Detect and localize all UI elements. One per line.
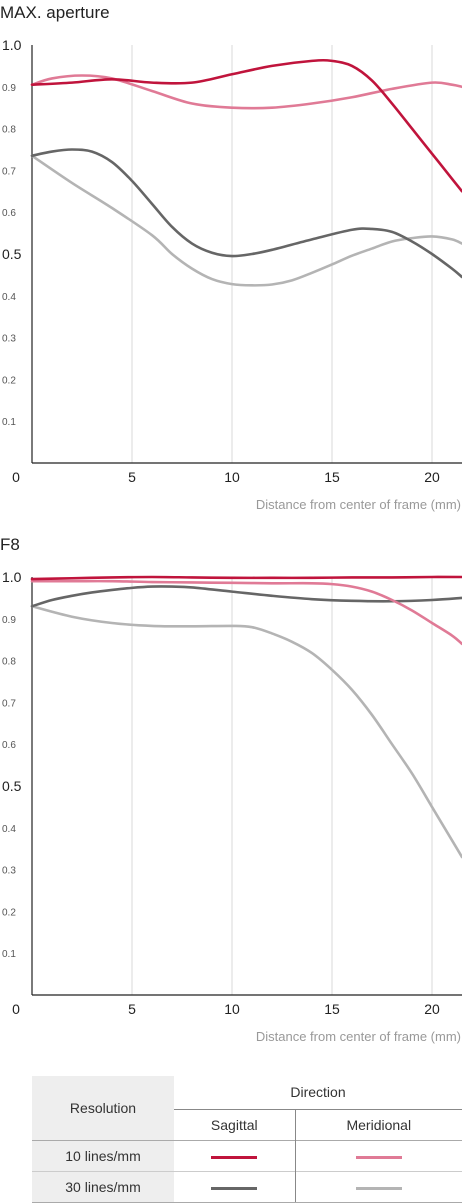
legend-swatch-cell [295,1140,462,1172]
legend-resolution-header: Resolution [32,1076,174,1141]
series-10-meridional-line [30,74,462,110]
y-tick-label: 0.6 [2,208,16,219]
legend-swatch-10-sagittal [211,1155,258,1159]
y-tick-label: 0.4 [2,824,16,835]
legend-row-label-30: 30 lines/mm [32,1171,174,1203]
legend-swatch-cell [295,1171,462,1203]
y-tick-label: 0.8 [2,657,16,668]
legend-row-label-10: 10 lines/mm [32,1140,174,1172]
y-tick-label: 0.9 [2,83,16,94]
chart-max-aperture: 1.0 0.9 0.8 0.7 0.6 0.5 0.4 0.3 0.2 0.1 0 5 10 15 20 Di… [2,37,462,512]
y-tick-label: 0.6 [2,740,16,751]
series-30-meridional-line [30,604,462,859]
x-axis-label: Distance from center of frame (mm) [256,497,461,512]
x-tick-label: 0 [12,1001,20,1017]
legend-table: Resolution Direction Sagittal Meridional… [32,1076,462,1203]
series-30-sagittal-line [30,585,462,608]
legend-direction-header: Direction [174,1076,462,1110]
y-tick-label: 0.1 [2,417,16,428]
legend-swatch-10-meridional [355,1155,402,1159]
legend-swatch-30-meridional [355,1186,402,1190]
x-axis-label: Distance from center of frame (mm) [256,1029,461,1044]
chart-title-max-aperture: MAX. aperture [0,3,110,22]
legend-meridional-header: Meridional [346,1116,412,1133]
series-10-sagittal-line [30,575,462,581]
y-tick-label: 0.5 [2,778,22,794]
x-tick-label: 20 [424,469,440,485]
series-10-meridional-line [30,579,462,646]
y-tick-label: 0.3 [2,334,16,345]
legend-swatch-cell [174,1171,296,1203]
y-tick-label: 0.1 [2,949,16,960]
chart-title-f8: F8 [0,535,20,554]
y-tick-label: 0.4 [2,292,16,303]
series-30-meridional-line [30,154,462,287]
x-tick-label: 5 [128,469,136,485]
y-tick-label: 0.2 [2,907,16,918]
y-tick-label: 1.0 [2,37,22,53]
legend-swatch-cell [174,1140,296,1172]
y-tick-label: 0.3 [2,866,16,877]
x-tick-label: 5 [128,1001,136,1017]
y-tick-label: 1.0 [2,569,22,585]
x-tick-label: 10 [224,1001,240,1017]
series-10-sagittal-line [30,58,462,193]
y-tick-label: 0.9 [2,615,16,626]
x-tick-label: 0 [12,469,20,485]
y-tick-label: 0.7 [2,166,16,177]
x-tick-label: 20 [424,1001,440,1017]
series-30-sagittal-line [30,148,462,279]
x-tick-label: 10 [224,469,240,485]
y-tick-label: 0.8 [2,125,16,136]
y-tick-label: 0.5 [2,246,22,262]
y-tick-label: 0.2 [2,375,16,386]
y-tick-label: 0.7 [2,698,16,709]
legend-sagittal-header: Sagittal [174,1109,296,1141]
x-tick-label: 15 [324,469,340,485]
x-tick-label: 15 [324,1001,340,1017]
legend-swatch-30-sagittal [211,1186,258,1190]
chart-f8: 1.0 0.9 0.8 0.7 0.6 0.5 0.4 0.3 0.2 0.1 0 5 10 15 20 Di… [2,569,462,1044]
